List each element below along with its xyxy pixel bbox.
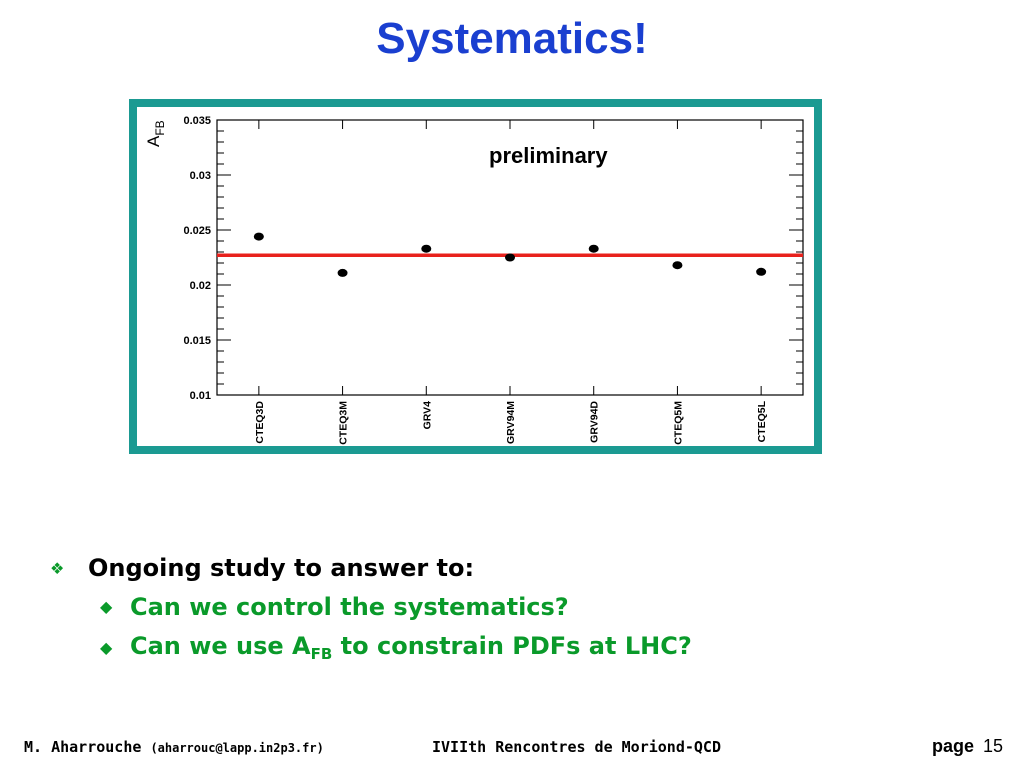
slide-title: Systematics! xyxy=(376,14,648,63)
footer-author: M. Aharrouche (aharrouc@lapp.in2p3.fr) xyxy=(24,738,324,756)
bullet-sub-2: ◆ Can we use AFB to constrain PDFs at LH… xyxy=(100,627,692,668)
author-email: (aharrouc@lapp.in2p3.fr) xyxy=(150,741,324,755)
data-point xyxy=(672,261,683,270)
bullet-main-text: Ongoing study to answer to: xyxy=(88,554,475,582)
bullet-sub-1: ◆ Can we control the systematics? xyxy=(100,586,692,627)
data-point xyxy=(253,232,264,241)
bullet-sub-1-text: Can we control the systematics? xyxy=(130,592,569,621)
page-number: 15 xyxy=(983,736,1004,756)
y-tick-label: 0.035 xyxy=(183,115,211,127)
y-tick-label: 0.01 xyxy=(190,390,211,402)
author-name: M. Aharrouche xyxy=(24,738,142,756)
preliminary-annotation: preliminary xyxy=(489,143,608,168)
afb-chart: 0.01 0.015 0.02 0.025 0.03 0.035 CTEQ3D CTEQ3M G… xyxy=(144,115,804,445)
y-tick-label: 0.025 xyxy=(183,225,211,237)
data-point xyxy=(588,244,599,253)
y-tick-label: 0.015 xyxy=(183,335,211,347)
diamond-icon: ◆ xyxy=(100,597,113,616)
x-category-label: GRV94M xyxy=(505,401,517,444)
footer-page: page 15 xyxy=(932,736,1003,757)
data-point xyxy=(505,253,515,262)
y-tick-label: 0.03 xyxy=(190,170,211,182)
bullet-sub-2-text: Can we use AFB to constrain PDFs at LHC? xyxy=(130,632,692,663)
bullet-list: ❖ Ongoing study to answer to: ◆ Can we c… xyxy=(48,550,692,668)
x-category-label: CTEQ5M xyxy=(672,401,684,445)
plot-frame: 0.01 0.015 0.02 0.025 0.03 0.035 CTEQ3D CTEQ3M G… xyxy=(129,99,822,454)
diamond-bullet-icon: ❖ xyxy=(50,558,65,578)
x-category-label: CTEQ5L xyxy=(756,400,768,442)
diamond-icon: ◆ xyxy=(100,638,113,657)
bullet-main: ❖ Ongoing study to answer to: xyxy=(48,550,692,586)
x-category-label: CTEQ3D xyxy=(254,401,266,444)
data-point xyxy=(421,244,432,253)
page-label: page xyxy=(932,736,975,756)
footer-conference: IVIIth Rencontres de Moriond-QCD xyxy=(432,738,721,756)
data-point xyxy=(337,268,348,277)
y-axis-label: AFB xyxy=(144,120,167,147)
data-point xyxy=(756,267,767,276)
y-tick-label: 0.02 xyxy=(190,280,211,292)
x-category-label: GRV94D xyxy=(589,401,601,443)
x-category-label: CTEQ3M xyxy=(338,401,350,445)
x-category-label: GRV4 xyxy=(421,401,433,430)
